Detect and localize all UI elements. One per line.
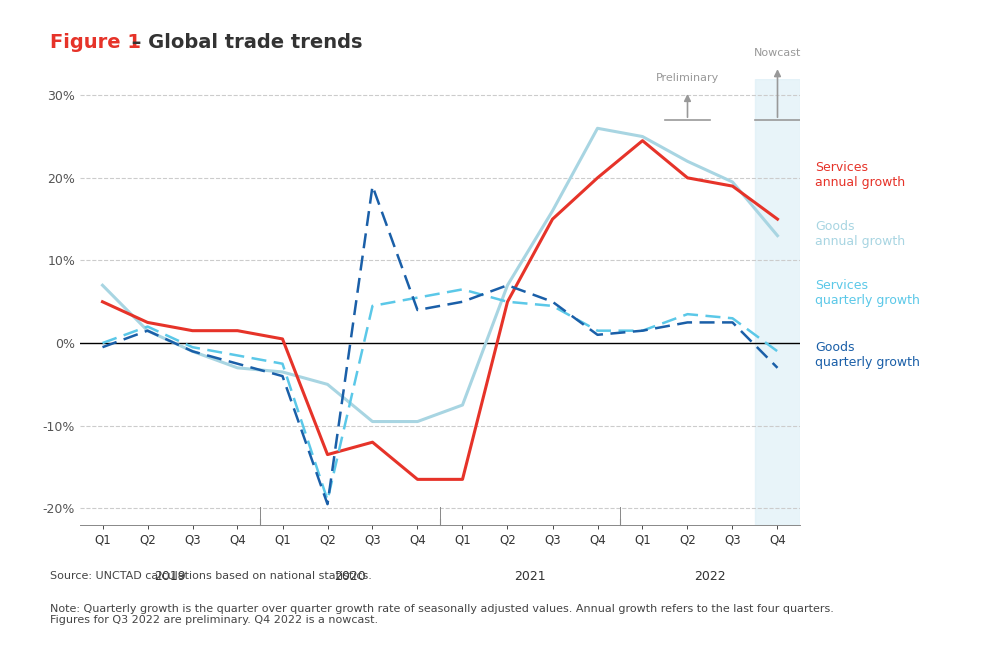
Text: – Global trade trends: – Global trade trends — [125, 33, 362, 52]
Text: Goods
annual growth: Goods annual growth — [815, 220, 905, 248]
Text: Preliminary: Preliminary — [656, 73, 719, 83]
Text: Nowcast: Nowcast — [754, 48, 801, 58]
Bar — [755, 79, 800, 525]
Text: 2020: 2020 — [334, 570, 366, 583]
Text: Services
quarterly growth: Services quarterly growth — [815, 279, 920, 307]
Text: Figure 1: Figure 1 — [50, 33, 141, 52]
Text: 2022: 2022 — [694, 570, 726, 583]
Text: 2021: 2021 — [514, 570, 546, 583]
Text: 2019: 2019 — [154, 570, 186, 583]
Text: Source: UNCTAD calculations based on national statistics.: Source: UNCTAD calculations based on nat… — [50, 571, 372, 581]
Text: Services
annual growth: Services annual growth — [815, 161, 905, 189]
Text: Note: Quarterly growth is the quarter over quarter growth rate of seasonally adj: Note: Quarterly growth is the quarter ov… — [50, 604, 834, 625]
Text: Goods
quarterly growth: Goods quarterly growth — [815, 341, 920, 369]
